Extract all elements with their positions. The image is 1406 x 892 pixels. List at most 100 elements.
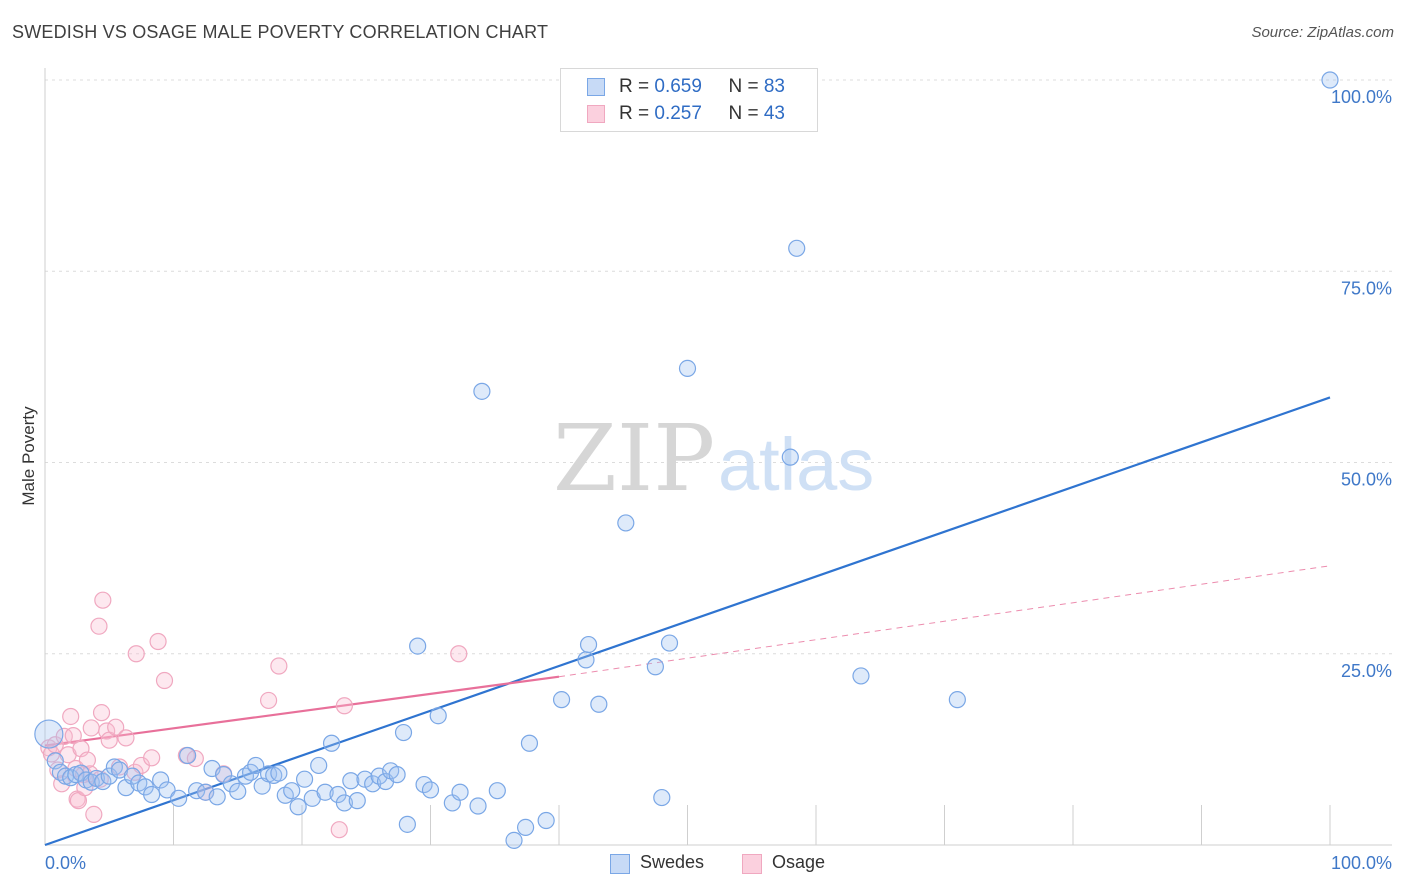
osage-swatch bbox=[587, 105, 605, 123]
swedes-point bbox=[316, 783, 334, 801]
r-value-osage: 0.257 bbox=[654, 103, 702, 124]
osage-point bbox=[92, 704, 111, 722]
n-label: N = bbox=[728, 103, 764, 124]
swedes-point bbox=[429, 707, 447, 725]
osage-point bbox=[107, 718, 125, 736]
r-label: R = bbox=[619, 103, 655, 124]
legend-label-osage: Osage bbox=[772, 852, 826, 872]
swedes-point bbox=[398, 815, 416, 833]
swedes-point bbox=[488, 782, 506, 800]
swedes-point bbox=[270, 764, 288, 782]
swedes-point bbox=[451, 783, 469, 801]
n-label: N = bbox=[728, 76, 764, 97]
swedes-point bbox=[105, 758, 123, 776]
swedes-point bbox=[143, 785, 161, 804]
swedes-point bbox=[520, 734, 539, 752]
swedes-point bbox=[322, 734, 341, 752]
swedes-point bbox=[388, 766, 406, 784]
osage-point bbox=[330, 821, 348, 839]
osage-point bbox=[85, 805, 103, 824]
watermark-zip: ZIP bbox=[553, 405, 715, 512]
legend-label-swedes: Swedes bbox=[640, 852, 705, 872]
osage-point bbox=[259, 691, 278, 710]
osage-point bbox=[64, 727, 82, 745]
axes bbox=[44, 68, 1392, 846]
swedes-swatch bbox=[587, 78, 605, 96]
swedes-point bbox=[617, 514, 635, 532]
swedes-point bbox=[660, 634, 679, 652]
swedes-point bbox=[34, 719, 64, 749]
osage-point bbox=[82, 719, 100, 737]
osage-trend-extension bbox=[558, 565, 1331, 678]
swedes-point bbox=[516, 818, 535, 837]
y-tick-label: 75.0% bbox=[1341, 278, 1392, 298]
swedes-point bbox=[342, 772, 360, 790]
swedes-point bbox=[590, 695, 608, 713]
swedes-point bbox=[577, 651, 595, 669]
swedes-point bbox=[552, 691, 571, 709]
swedes-point bbox=[289, 798, 307, 816]
tick-labels: 0.0% 100.0% 25.0% 50.0% 75.0% 100.0% bbox=[45, 87, 1392, 873]
swedes-point bbox=[948, 691, 966, 709]
swedes-point bbox=[310, 756, 328, 775]
swedes-point bbox=[170, 789, 188, 807]
y-tick-label: 50.0% bbox=[1341, 470, 1392, 490]
osage-trend-line bbox=[44, 675, 560, 747]
swedes-point bbox=[678, 359, 697, 378]
swedes-point bbox=[653, 788, 671, 807]
swedes-point bbox=[179, 746, 197, 765]
r-label: R = bbox=[619, 76, 655, 97]
osage-point bbox=[127, 645, 145, 663]
swedes-point bbox=[100, 767, 118, 785]
y-axis-label: Male Poverty bbox=[19, 406, 38, 506]
osage-point bbox=[90, 617, 108, 635]
swedes-point bbox=[505, 831, 523, 850]
osage-point bbox=[149, 632, 167, 651]
swedes-point bbox=[537, 811, 555, 830]
gridlines bbox=[45, 79, 1392, 655]
swedes-point bbox=[579, 635, 598, 654]
swedes-point bbox=[208, 788, 226, 806]
y-tick-label: 25.0% bbox=[1341, 661, 1392, 681]
osage-legend-swatch bbox=[742, 854, 762, 874]
osage-point bbox=[450, 645, 468, 663]
swedes-point bbox=[158, 781, 176, 799]
swedes-point bbox=[852, 667, 870, 685]
swedes-point bbox=[788, 239, 806, 257]
r-value-swedes: 0.659 bbox=[654, 76, 702, 97]
swedes-point bbox=[409, 637, 427, 655]
swedes-point bbox=[469, 797, 487, 815]
trend-lines bbox=[44, 396, 1331, 847]
osage-point bbox=[270, 657, 288, 675]
swedes-point bbox=[781, 448, 799, 466]
swedes-point bbox=[123, 767, 141, 785]
osage-point bbox=[143, 749, 161, 767]
watermark: ZIP atlas bbox=[553, 405, 874, 512]
swedes-point bbox=[348, 792, 366, 810]
osage-point bbox=[55, 727, 73, 745]
data-points bbox=[34, 71, 1339, 850]
swedes-point bbox=[335, 794, 354, 812]
correlation-legend: R = 0.659 N = 83 R = 0.257 N = 43 bbox=[560, 68, 818, 132]
y-tick-label: 100.0% bbox=[1331, 87, 1392, 107]
swedes-point bbox=[152, 771, 170, 789]
n-value-osage: 43 bbox=[763, 103, 785, 124]
swedes-point bbox=[646, 658, 664, 676]
osage-point bbox=[117, 729, 135, 747]
swedes-point bbox=[473, 382, 491, 400]
swedes-point bbox=[394, 723, 413, 742]
swedes-point bbox=[421, 781, 440, 799]
n-value-swedes: 83 bbox=[763, 76, 785, 97]
osage-point bbox=[155, 671, 174, 690]
source-label: Source: ZipAtlas.com bbox=[1251, 24, 1394, 41]
swedes-point bbox=[283, 782, 301, 800]
x-tick-label: 0.0% bbox=[45, 853, 86, 873]
swedes-legend-swatch bbox=[610, 854, 630, 874]
osage-point bbox=[335, 697, 354, 715]
osage-point bbox=[62, 707, 80, 726]
x-tick-label: 100.0% bbox=[1331, 853, 1392, 873]
swedes-point bbox=[247, 756, 265, 775]
swedes-trend-line bbox=[44, 396, 1331, 847]
swedes-point bbox=[1321, 71, 1339, 89]
